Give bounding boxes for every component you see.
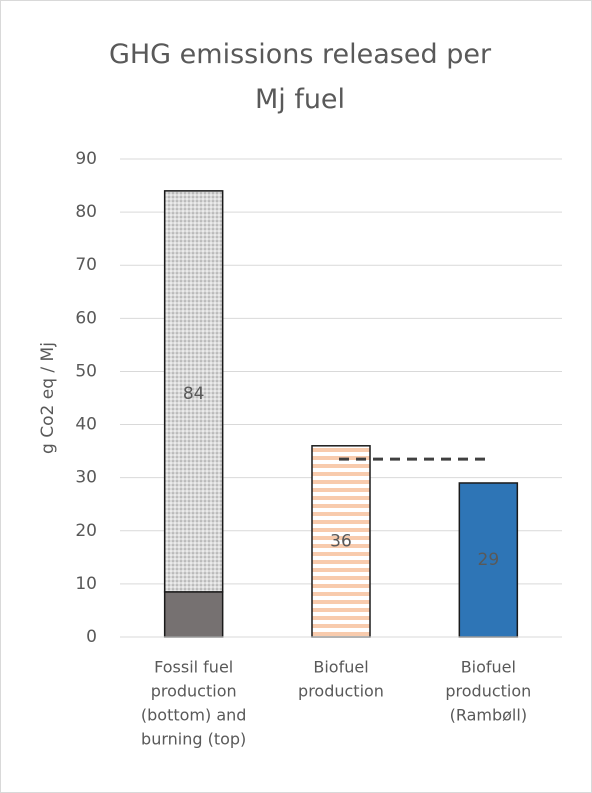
x-tick-label: burning (top): [141, 730, 246, 749]
x-tick-label: production: [151, 682, 237, 701]
x-tick-label: (bottom) and: [141, 706, 247, 725]
y-tick-label: 40: [75, 415, 97, 435]
bar-segment: [163, 591, 224, 638]
y-axis-label: g Co2 eq / Mj: [38, 342, 58, 454]
y-tick-label: 60: [75, 308, 97, 328]
data-label: 84: [183, 384, 205, 404]
y-tick-label: 50: [75, 361, 97, 381]
data-label: 36: [330, 531, 352, 551]
bar-segment: [458, 482, 519, 638]
data-label: 29: [478, 550, 500, 570]
chart-title: GHG emissions released per Mj fuel: [109, 39, 492, 115]
y-tick-label: 70: [75, 255, 97, 275]
y-tick-label: 20: [75, 521, 97, 541]
x-tick-label: Biofuel: [461, 658, 516, 677]
y-tick-label: 80: [75, 202, 97, 222]
y-tick-label: 30: [75, 468, 97, 488]
x-tick-label: production: [298, 682, 384, 701]
x-tick-label: Biofuel: [313, 658, 368, 677]
x-tick-label: Fossil fuel: [154, 658, 233, 677]
y-tick-label: 90: [75, 149, 97, 169]
x-tick-label: (Rambøll): [450, 706, 527, 725]
y-tick-label: 10: [75, 574, 97, 594]
x-tick-label: production: [445, 682, 531, 701]
bar-segment: [163, 190, 224, 593]
y-tick-label: 0: [86, 627, 97, 647]
